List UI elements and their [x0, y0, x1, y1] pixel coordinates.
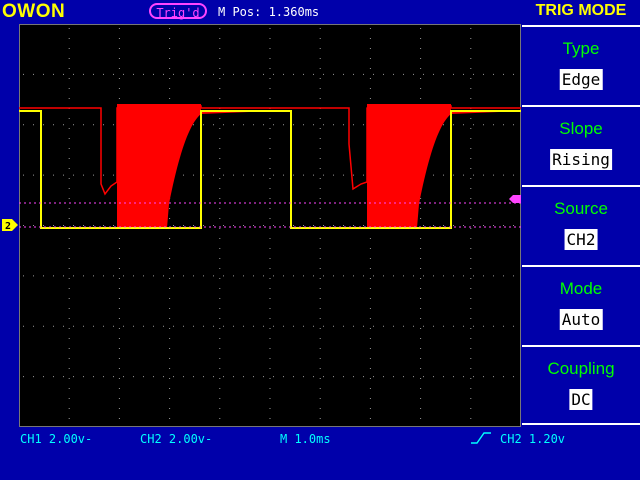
menu-item-source[interactable]: Source CH2: [522, 185, 640, 263]
menu-item-type[interactable]: Type Edge: [522, 25, 640, 103]
ch2-waveform: [19, 110, 521, 229]
menu-item-slope-label: Slope: [559, 119, 603, 138]
waveform-canvas: [19, 24, 521, 427]
menu-item-source-label: Source: [554, 199, 608, 218]
ch2-scale: CH2 2.00v-: [140, 432, 213, 446]
ch2-ground-label: 2: [5, 221, 11, 232]
trigger-level-marker: [509, 195, 521, 203]
menu-item-coupling-label: Coupling: [547, 359, 615, 378]
ch2-ground-marker[interactable]: 2: [1, 218, 19, 232]
trig-mode-menu: Type Edge Slope Rising Source CH2 Mode A…: [522, 25, 640, 425]
ch1-waveform: [19, 104, 521, 228]
menu-item-source-value: CH2: [564, 229, 598, 250]
graticule: [19, 24, 521, 427]
main-position-readout: M Pos: 1.360ms: [218, 5, 320, 19]
rising-edge-icon: [471, 432, 491, 444]
trigger-level-readout: CH2 1.20v: [500, 432, 566, 446]
top-status-bar: OWON Trig'd M Pos: 1.360ms: [0, 0, 520, 24]
menu-item-mode[interactable]: Mode Auto: [522, 265, 640, 343]
trigger-status-badge: Trig'd: [149, 3, 207, 20]
menu-item-coupling[interactable]: Coupling DC: [522, 345, 640, 425]
menu-item-type-label: Type: [562, 39, 600, 58]
menu-item-slope[interactable]: Slope Rising: [522, 105, 640, 183]
menu-item-coupling-value: DC: [569, 389, 593, 410]
menu-item-mode-label: Mode: [559, 279, 603, 298]
menu-item-mode-value: Auto: [559, 309, 603, 330]
brand-logo: OWON: [2, 1, 66, 22]
menu-title: TRIG MODE: [535, 2, 627, 19]
timebase-readout: M 1.0ms: [280, 432, 331, 446]
waveform-display[interactable]: [19, 24, 521, 427]
menu-item-slope-value: Rising: [550, 149, 612, 170]
menu-item-type-value: Edge: [559, 69, 603, 90]
ch1-scale: CH1 2.00v-: [20, 432, 93, 446]
bottom-status-bar: CH1 2.00v- CH2 2.00v- M 1.0ms CH2 1.20v: [0, 429, 640, 449]
